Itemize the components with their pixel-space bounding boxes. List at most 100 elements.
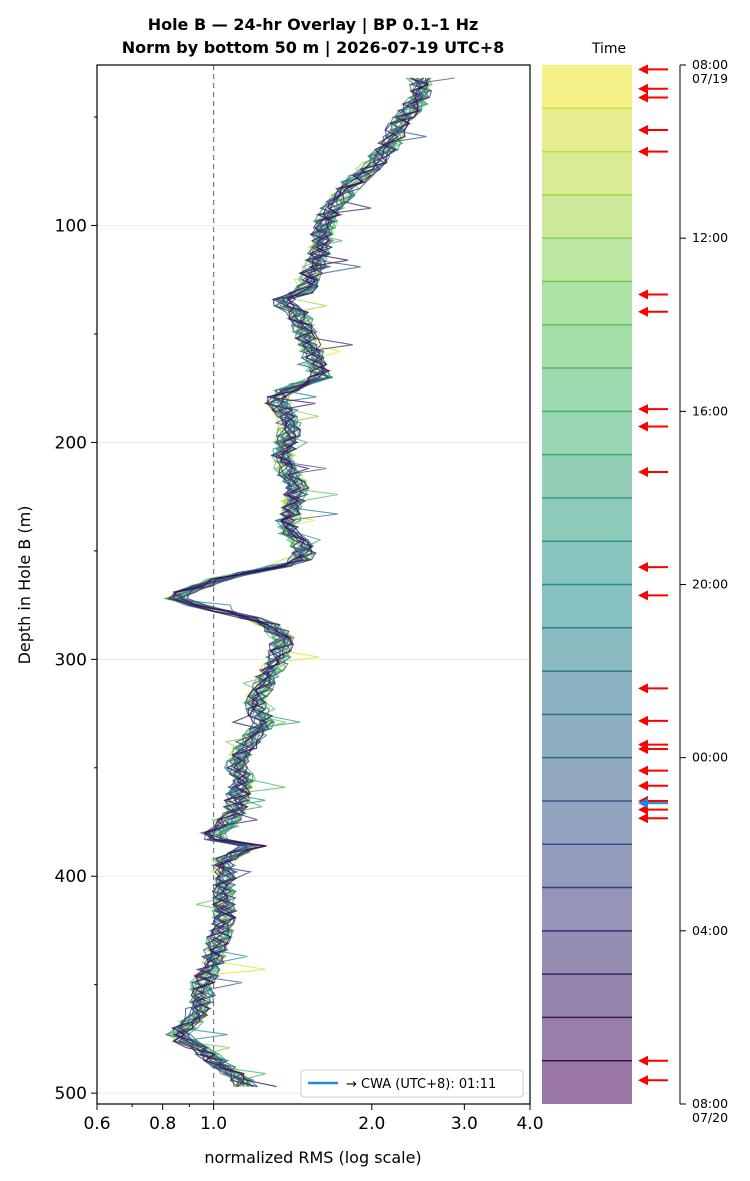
colorbar-band xyxy=(542,65,632,109)
event-arrow xyxy=(638,1055,668,1066)
colorbar-band xyxy=(542,238,632,282)
event-arrow xyxy=(638,1075,668,1086)
colorbar-band xyxy=(542,368,632,412)
y-tick-label: 100 xyxy=(55,217,87,237)
colorbar-band xyxy=(542,324,632,369)
colorbar-band xyxy=(542,930,632,975)
event-arrow-head xyxy=(638,780,648,791)
event-arrow xyxy=(638,562,668,573)
event-arrow xyxy=(638,306,668,317)
x-tick-label: 0.6 xyxy=(83,1114,110,1134)
colorbar-tick-label: 04:00 xyxy=(692,923,728,938)
event-arrow-head xyxy=(638,590,648,601)
event-arrow xyxy=(638,404,668,415)
event-arrow xyxy=(638,683,668,694)
event-arrow-head xyxy=(638,421,648,432)
cwa-arrow xyxy=(638,798,668,809)
event-arrow xyxy=(638,804,668,815)
x-tick-label: 1.0 xyxy=(200,1114,227,1134)
cwa-arrow-head xyxy=(638,798,648,809)
colorbar-band xyxy=(542,714,632,758)
colorbar-band xyxy=(542,411,632,455)
y-tick-label: 200 xyxy=(55,433,87,453)
event-arrow xyxy=(638,146,668,157)
colorbar-band xyxy=(542,1017,632,1061)
colorbar-tick-label: 00:00 xyxy=(692,750,728,765)
colorbar-band xyxy=(542,887,632,931)
y-tick-label: 300 xyxy=(55,650,87,670)
colorbar-tick-date: 07/19 xyxy=(692,71,728,86)
event-arrow-head xyxy=(638,289,648,300)
y-axis-ticks: 100 200 300 400 500 xyxy=(55,116,97,1104)
colorbar-band xyxy=(542,454,632,498)
legend-label-cwa: → CWA (UTC+8): 01:11 xyxy=(346,1077,496,1092)
x-axis-ticks: 0.6 0.8 1.0 2.0 3.0 4.0 xyxy=(83,1104,544,1134)
colorbar-band xyxy=(542,281,632,325)
event-arrow-head xyxy=(638,1075,648,1086)
event-arrow-head xyxy=(638,744,648,755)
y-tick-label: 500 xyxy=(55,1084,87,1104)
x-tick-label: 4.0 xyxy=(516,1114,543,1134)
legend-box: → CWA (UTC+8): 01:11 xyxy=(300,1069,524,1098)
colorbar-tick-label: 08:00 xyxy=(692,57,728,72)
colorbar-band xyxy=(542,627,632,672)
event-arrow-head xyxy=(638,683,648,694)
x-tick-label: 2.0 xyxy=(358,1114,385,1134)
colorbar-band xyxy=(542,584,632,628)
colorbar-band xyxy=(542,844,632,888)
colorbar-label: Time xyxy=(591,41,626,57)
colorbar-tick-label: 20:00 xyxy=(692,577,728,592)
event-arrow xyxy=(638,715,668,726)
event-arrow xyxy=(638,813,668,824)
colorbar-tick-label: 12:00 xyxy=(692,230,728,245)
event-arrow xyxy=(638,590,668,601)
event-arrow-head xyxy=(638,1055,648,1066)
colorbar-band xyxy=(542,671,632,715)
event-arrow-head xyxy=(638,404,648,415)
event-arrow xyxy=(638,92,668,103)
time-colorbar xyxy=(542,65,632,1104)
x-tick-label: 0.8 xyxy=(149,1114,176,1134)
chart-title-line1: Hole B — 24-hr Overlay | BP 0.1–1 Hz xyxy=(148,15,479,35)
event-arrow-head xyxy=(638,804,648,815)
colorbar-ticks: 08:0007/1912:0016:0020:0000:0004:0008:00… xyxy=(679,57,728,1125)
event-arrow xyxy=(638,780,668,791)
event-arrow xyxy=(638,765,668,776)
colorbar-band xyxy=(542,757,632,801)
event-arrow-head xyxy=(638,83,648,94)
event-arrow-head xyxy=(638,765,648,776)
event-arrow xyxy=(638,124,668,135)
event-arrow xyxy=(638,466,668,477)
colorbar-band xyxy=(542,497,632,542)
depth-profiles xyxy=(162,77,455,1088)
event-arrow-head xyxy=(638,813,648,824)
event-arrow-head xyxy=(638,124,648,135)
colorbar-band xyxy=(542,800,632,845)
event-arrow-head xyxy=(638,715,648,726)
event-arrow-head xyxy=(638,146,648,157)
event-arrow-head xyxy=(638,92,648,103)
event-arrow xyxy=(638,744,668,755)
event-arrow-head xyxy=(638,64,648,75)
colorbar-tick-date: 07/20 xyxy=(692,1110,728,1125)
colorbar-band xyxy=(542,974,632,1018)
plot-frame xyxy=(96,64,531,1105)
event-arrow xyxy=(638,289,668,300)
event-arrow xyxy=(638,421,668,432)
chart-title-line2: Norm by bottom 50 m | 2026-07-19 UTC+8 xyxy=(122,38,505,58)
colorbar-band xyxy=(542,108,632,152)
profile-line xyxy=(177,77,433,1088)
profile-line xyxy=(171,77,428,1088)
colorbar-band xyxy=(542,1060,632,1104)
event-arrow-head xyxy=(638,562,648,573)
y-axis-label: Depth in Hole B (m) xyxy=(15,506,34,665)
x-axis-label: normalized RMS (log scale) xyxy=(204,1148,421,1167)
colorbar-tick-label: 16:00 xyxy=(692,403,728,418)
event-arrow-head xyxy=(638,466,648,477)
event-markers xyxy=(638,64,668,1086)
colorbar-band xyxy=(542,541,632,585)
colorbar-tick-label: 08:00 xyxy=(692,1096,728,1111)
y-tick-label: 400 xyxy=(55,867,87,887)
x-tick-label: 3.0 xyxy=(451,1114,478,1134)
